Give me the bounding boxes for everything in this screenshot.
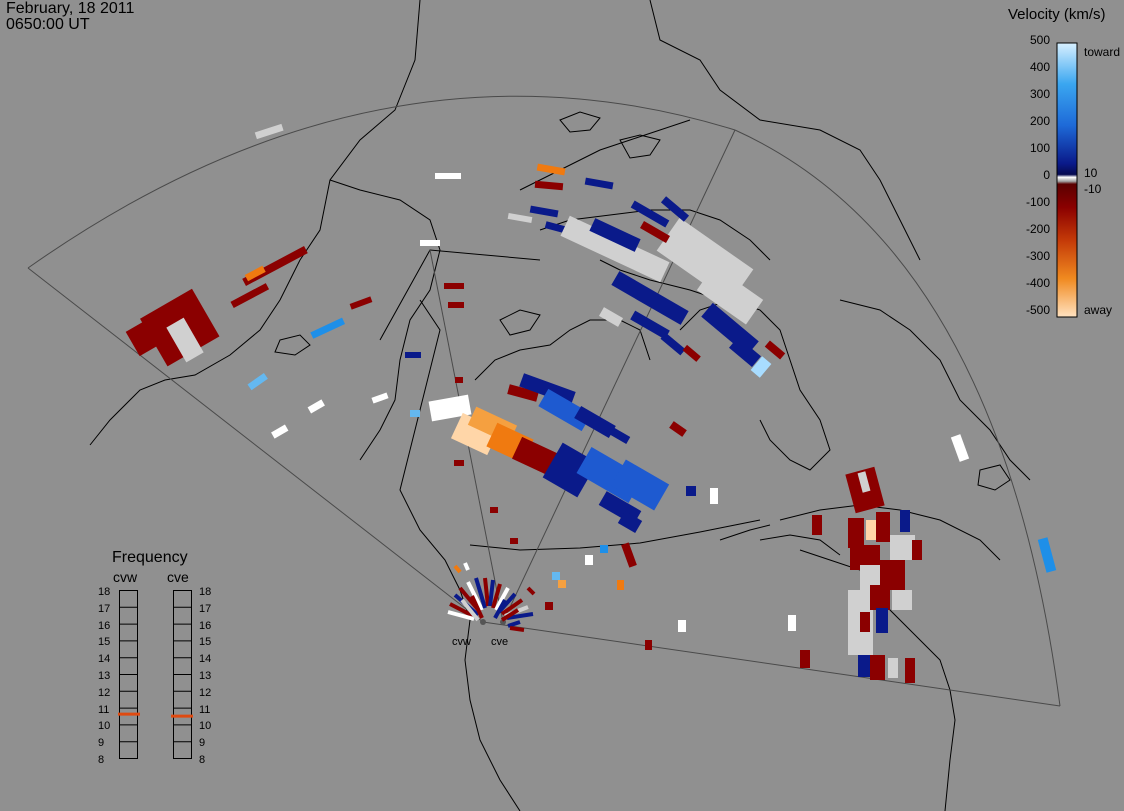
frequency-tick-left: 17: [98, 602, 111, 615]
time-label: 0650:00 UT: [6, 16, 90, 33]
radar-site-label-cvw: cvw: [452, 636, 471, 648]
frequency-tick-left: 8: [98, 754, 105, 766]
frequency-tick-right: 10: [199, 720, 212, 733]
velocity-tick: -400: [1025, 276, 1050, 290]
frequency-tick-left: 9: [98, 737, 105, 750]
frequency-tick-left: 16: [98, 619, 111, 632]
frequency-tick-right: 8: [199, 754, 206, 766]
date-label: February, 18 2011: [6, 0, 135, 17]
frequency-title: Frequency: [112, 549, 188, 566]
frequency-tick-right: 15: [199, 636, 212, 649]
velocity-tick: 0: [1043, 168, 1050, 182]
frequency-tick-left: 10: [98, 720, 111, 733]
frequency-tick-right: 12: [199, 686, 212, 699]
minus-ten-label: -10: [1084, 182, 1102, 196]
velocity-tick: 500: [1029, 33, 1050, 47]
frequency-tick-right: 9: [199, 737, 206, 750]
frequency-tick-left: 15: [98, 636, 111, 649]
frequency-tick-left: 18: [98, 586, 111, 598]
near-field-fan: [447, 562, 536, 632]
velocity-tick: 400: [1029, 60, 1050, 74]
field-of-view-outline: [27, 95, 1061, 707]
frequency-tick-right: 17: [199, 602, 212, 615]
plus-ten-label: 10: [1084, 166, 1098, 180]
frequency-tick-right: 16: [199, 619, 212, 632]
velocity-tick: 200: [1029, 114, 1050, 128]
frequency-tick-right: 14: [199, 653, 212, 666]
frequency-radar-cve: cve: [167, 569, 189, 585]
frequency-tick-right: 11: [199, 703, 211, 716]
velocity-tick: -300: [1025, 249, 1050, 263]
velocity-scale-title: Velocity (km/s): [1008, 6, 1106, 23]
frequency-tick-right: 13: [199, 670, 212, 682]
velocity-tick: -200: [1025, 222, 1050, 236]
velocity-scatter: [125, 123, 1057, 683]
frequency-bars: [118, 590, 193, 759]
velocity-colorbar: [1056, 42, 1078, 318]
velocity-tick: -100: [1025, 195, 1050, 209]
frequency-tick-right: 18: [199, 586, 212, 598]
frequency-tick-left: 12: [98, 686, 111, 699]
radar-site-label-cve: cve: [491, 636, 509, 648]
frequency-tick-left: 11: [98, 703, 110, 716]
frequency-tick-left: 14: [98, 653, 111, 666]
frequency-tick-left: 13: [98, 670, 111, 682]
velocity-tick: -500: [1025, 303, 1050, 317]
velocity-tick: 300: [1029, 87, 1050, 101]
velocity-tick: 100: [1029, 141, 1050, 155]
frequency-radar-cvw: cvw: [113, 569, 138, 585]
toward-label: toward: [1084, 45, 1121, 59]
away-label: away: [1084, 303, 1113, 317]
